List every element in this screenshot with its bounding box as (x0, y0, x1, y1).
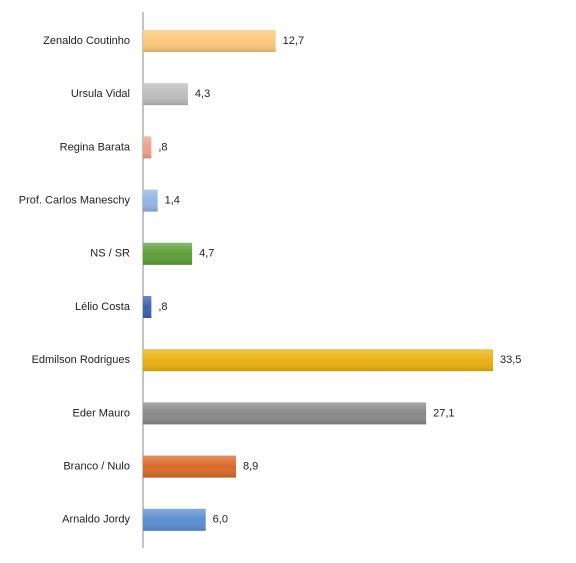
category-label: Lélio Costa (75, 301, 131, 313)
value-label: 27,1 (433, 407, 454, 419)
value-label: 4,3 (195, 88, 210, 100)
bar-shade (143, 349, 493, 372)
category-label: Eder Mauro (73, 407, 130, 419)
category-label: Regina Barata (60, 141, 131, 153)
bar-shade (143, 455, 236, 478)
category-label: Ursula Vidal (71, 88, 130, 100)
bar-shade (143, 508, 206, 531)
category-label: Prof. Carlos Maneschy (19, 195, 131, 207)
category-label: Edmilson Rodrigues (32, 354, 131, 366)
bar-shade (143, 83, 188, 106)
bar-shade (143, 242, 193, 265)
bar-shade (143, 296, 152, 318)
value-label: 33,5 (500, 354, 521, 366)
category-label: Arnaldo Jordy (62, 514, 130, 526)
bar-shade (143, 402, 427, 425)
value-label: ,8 (158, 301, 167, 313)
category-label: Zenaldo Coutinho (43, 35, 130, 47)
category-label: Branco / Nulo (63, 461, 130, 473)
value-label: 6,0 (213, 514, 228, 526)
bar-shade (143, 189, 158, 212)
bar-shade (143, 136, 152, 159)
value-label: 4,7 (199, 248, 214, 260)
category-label: NS / SR (90, 248, 130, 260)
value-label: ,8 (158, 141, 167, 153)
value-label: 8,9 (243, 461, 258, 473)
bar-shade (143, 30, 276, 52)
value-label: 1,4 (165, 195, 180, 207)
value-label: 12,7 (283, 35, 304, 47)
